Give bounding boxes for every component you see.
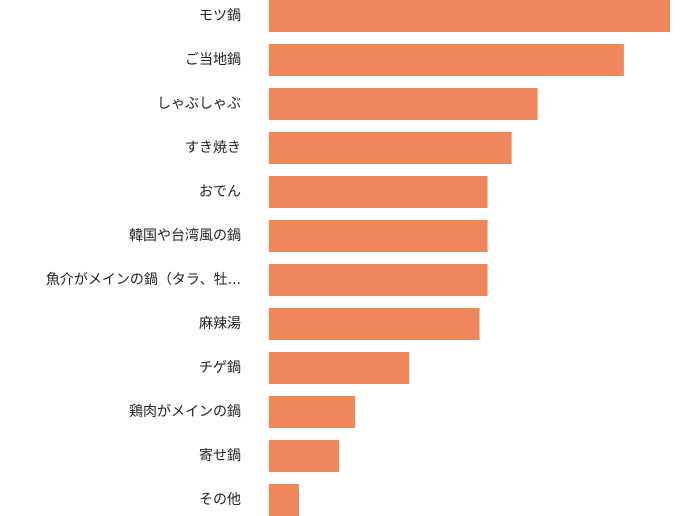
- bar-9: [269, 396, 356, 428]
- bar-1: [269, 44, 624, 76]
- category-label-0: モツ鍋: [199, 8, 241, 24]
- category-label-3: すき焼き: [185, 140, 241, 156]
- category-label-6: 魚介がメインの鍋（タラ、牡...: [46, 272, 241, 288]
- bar-11: [269, 484, 300, 516]
- category-label-9: 鶏肉がメインの鍋: [129, 404, 241, 420]
- bar-5: [269, 220, 488, 252]
- category-label-11: その他: [199, 492, 241, 508]
- bar-2: [269, 88, 538, 120]
- category-label-2: しゃぶしゃぶ: [157, 96, 241, 112]
- bar-6: [269, 264, 488, 296]
- category-label-7: 麻辣湯: [199, 315, 241, 332]
- category-label-8: チゲ鍋: [199, 360, 241, 376]
- bar-8: [269, 352, 410, 384]
- bar-0: [269, 0, 670, 32]
- category-label-5: 韓国や台湾風の鍋: [129, 227, 241, 244]
- category-label-4: おでん: [199, 184, 241, 200]
- bar-3: [269, 132, 512, 164]
- category-label-10: 寄せ鍋: [199, 447, 241, 464]
- category-label-1: ご当地鍋: [185, 52, 241, 68]
- bar-4: [269, 176, 488, 208]
- bar-7: [269, 308, 480, 340]
- bar-10: [269, 440, 340, 472]
